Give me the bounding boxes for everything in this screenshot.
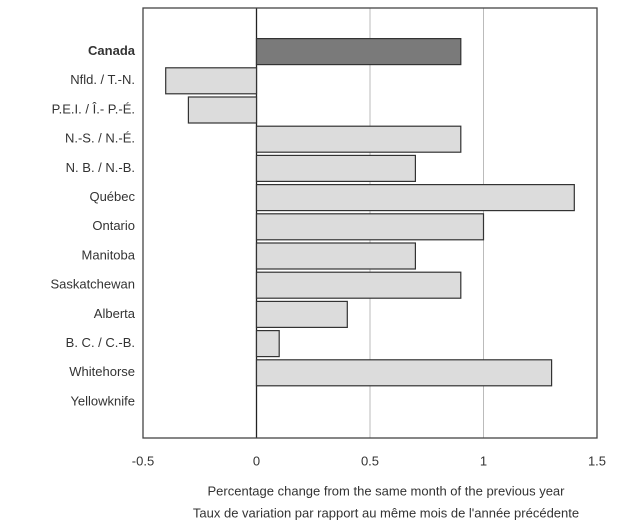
y-tick-label: Canada [88, 43, 136, 58]
y-tick-label: Yellowknife [70, 393, 135, 408]
x-tick-label: -0.5 [132, 453, 154, 468]
y-tick-label: Alberta [94, 306, 136, 321]
bar [255, 271, 462, 299]
y-tick-label: N.-S. / N.-É. [65, 131, 135, 146]
y-tick-label: Saskatchewan [50, 277, 135, 292]
x-tick-label: 0 [253, 453, 260, 468]
bar [165, 67, 258, 95]
bar [255, 242, 416, 270]
plot-frame [142, 7, 598, 439]
bar [255, 37, 462, 66]
x-tick-label: 1 [480, 453, 487, 468]
y-tick-label: N. B. / N.-B. [66, 160, 135, 175]
x-axis-label: Percentage change from the same month of… [208, 483, 566, 498]
y-tick-label: B. C. / C.-B. [66, 335, 135, 350]
x-axis-label: Taux de variation par rapport au même mo… [193, 505, 579, 520]
bar [187, 96, 258, 124]
bar [255, 359, 553, 387]
bar [255, 154, 416, 182]
x-tick-label: 0.5 [361, 453, 379, 468]
y-tick-label: Québec [89, 189, 135, 204]
x-tick-label: 1.5 [588, 453, 606, 468]
bar [255, 300, 348, 328]
bar [255, 330, 280, 358]
bar [255, 125, 462, 153]
y-tick-label: P.E.I. / Î.- P.-É. [52, 101, 135, 116]
bar [255, 213, 485, 241]
y-tick-label: Whitehorse [69, 364, 135, 379]
y-tick-label: Ontario [92, 218, 135, 233]
y-tick-label: Manitoba [82, 247, 136, 262]
y-tick-label: Nfld. / T.-N. [70, 72, 135, 87]
bar [255, 184, 575, 212]
